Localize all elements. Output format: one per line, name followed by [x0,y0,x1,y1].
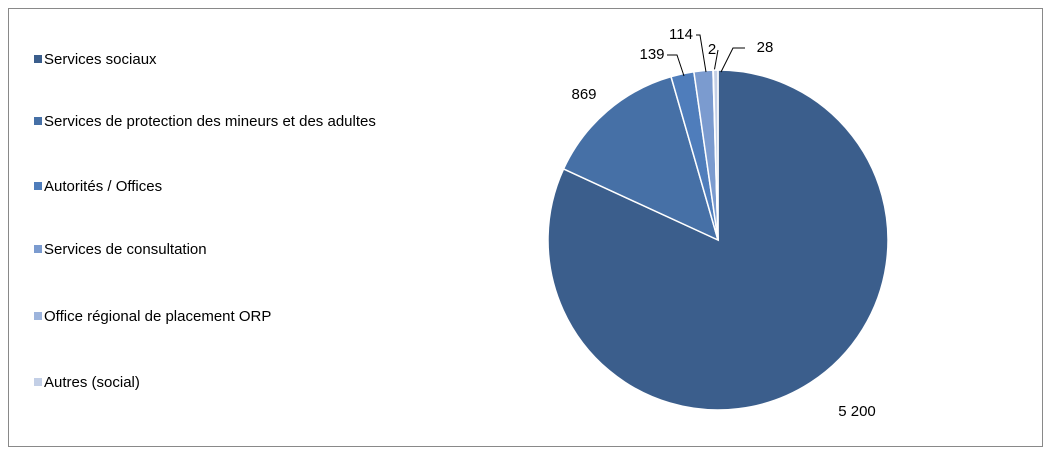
data-label: 869 [571,86,596,103]
legend-label: Services de consultation [44,241,207,258]
legend-label: Autorités / Offices [44,178,163,195]
legend-label: Services de protection des mineurs et de… [44,113,376,130]
legend-entry: Services de protection des mineurs et de… [34,109,404,134]
legend-swatch [34,378,42,386]
leader-line [720,47,745,73]
data-label: 114 [669,26,693,43]
legend-entry: Office régional de placement ORP [34,304,404,329]
legend-swatch [34,312,42,320]
legend-entry: Autres (social) [34,370,404,395]
data-label: 28 [757,39,774,56]
data-label: 2 [708,41,716,58]
chart-frame [8,8,1043,447]
pie-slice [562,75,720,242]
data-label: 139 [639,46,664,63]
leader-line [667,54,685,77]
data-label: 5 200 [838,403,876,420]
legend-entry: Autorités / Offices [34,174,404,199]
legend-label: Services sociaux [44,51,157,68]
legend-swatch [34,245,42,253]
pie-slice [547,69,889,411]
leader-line [713,49,719,73]
legend-label: Autres (social) [44,374,140,391]
legend-swatch [34,182,42,190]
pie-slice [712,69,719,241]
legend-swatch [34,55,42,63]
legend-entry: Services de consultation [34,237,404,262]
leader-line [696,34,707,73]
legend-swatch [34,117,42,125]
legend-label: Office régional de placement ORP [44,308,272,325]
legend-entry: Services sociaux [34,47,404,72]
